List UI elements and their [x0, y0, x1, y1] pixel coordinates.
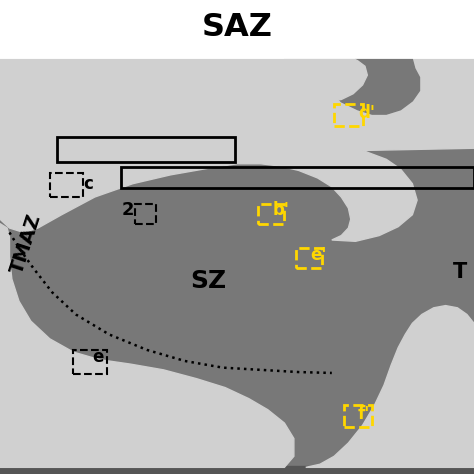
- Bar: [258, 204, 284, 224]
- Bar: [296, 248, 322, 268]
- Bar: [344, 405, 372, 428]
- Polygon shape: [332, 60, 419, 114]
- Text: SAZ: SAZ: [201, 12, 273, 43]
- Text: SZ: SZ: [191, 269, 227, 293]
- Bar: [0, 60, 474, 86]
- Polygon shape: [275, 60, 367, 101]
- Bar: [334, 104, 363, 126]
- Bar: [73, 350, 107, 374]
- Bar: [57, 137, 235, 162]
- Text: T: T: [453, 262, 467, 283]
- Polygon shape: [0, 60, 474, 241]
- Polygon shape: [306, 306, 474, 467]
- Bar: [0, 466, 474, 474]
- Bar: [121, 167, 474, 188]
- Text: e': e': [310, 246, 327, 264]
- Text: TMAZ: TMAZ: [8, 211, 45, 276]
- Text: b': b': [273, 201, 290, 219]
- Text: d': d': [358, 104, 375, 122]
- Bar: [135, 204, 156, 224]
- Polygon shape: [0, 224, 294, 467]
- Bar: [50, 173, 83, 197]
- Text: 2: 2: [122, 201, 134, 219]
- Text: e: e: [92, 347, 104, 365]
- Text: f': f': [358, 405, 370, 423]
- Text: c: c: [83, 175, 93, 193]
